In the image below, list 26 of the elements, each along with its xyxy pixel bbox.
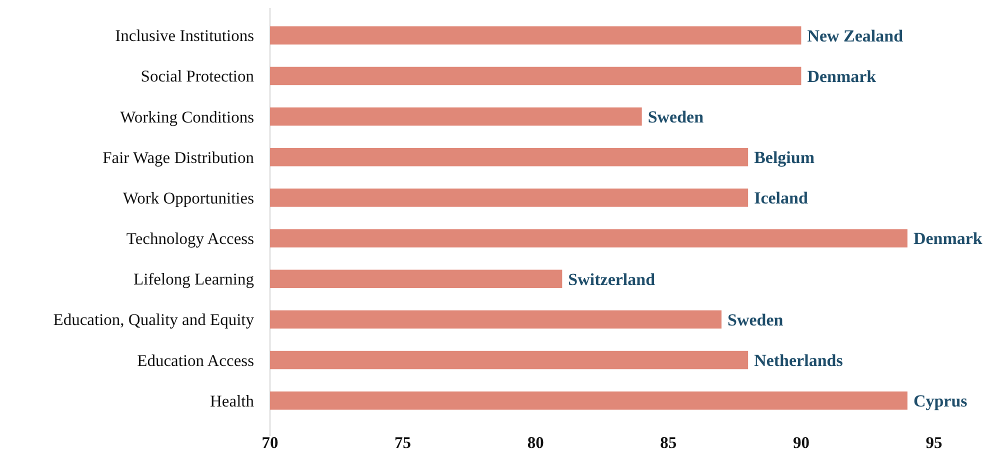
x-tick-label: 95 xyxy=(926,433,942,452)
data-label: Cyprus xyxy=(913,392,968,411)
data-label: Belgium xyxy=(754,148,815,168)
data-label: Denmark xyxy=(913,229,983,248)
y-tick-label: Working Conditions xyxy=(120,107,254,126)
data-label: Sweden xyxy=(648,108,704,126)
y-tick-label: Lifelong Learning xyxy=(134,270,254,289)
y-tick-label: Social Protection xyxy=(140,66,254,86)
x-tick-label: 90 xyxy=(792,433,810,452)
y-tick-label: Education, Quality and Equity xyxy=(53,310,255,330)
y-tick-label: Inclusive Institutions xyxy=(115,26,254,46)
x-tick-label: 85 xyxy=(660,433,677,452)
data-label: Switzerland xyxy=(568,270,656,289)
y-tick-label: Education Access xyxy=(137,350,254,370)
data-label: Denmark xyxy=(807,66,877,86)
x-tick-label: 80 xyxy=(527,433,544,452)
y-tick-label: Technology Access xyxy=(126,229,254,248)
data-label: Iceland xyxy=(754,188,808,208)
x-tick-label: 70 xyxy=(262,433,278,452)
y-tick-label: Work Opportunities xyxy=(122,188,254,208)
data-label: Netherlands xyxy=(754,350,844,370)
data-label: Sweden xyxy=(728,310,784,330)
x-tick-label: 75 xyxy=(394,433,412,452)
y-tick-label: Health xyxy=(210,391,255,410)
data-label: New Zealand xyxy=(807,26,904,46)
y-tick-label: Fair Wage Distribution xyxy=(102,148,254,167)
